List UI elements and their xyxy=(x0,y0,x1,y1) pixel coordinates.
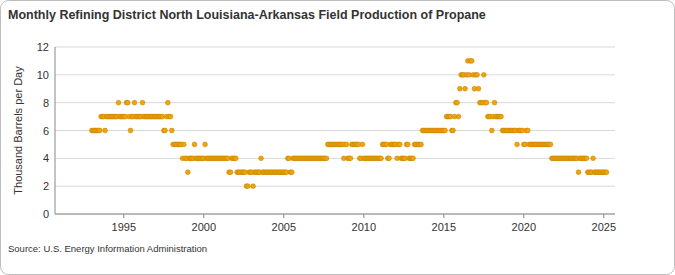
point xyxy=(168,114,173,119)
point xyxy=(165,100,170,105)
grid-line xyxy=(55,74,615,75)
point xyxy=(515,142,520,147)
grid-line xyxy=(55,47,615,48)
point xyxy=(387,156,392,161)
x-tick-label: 2010 xyxy=(352,221,376,233)
x-tick xyxy=(123,214,124,218)
point xyxy=(169,128,174,133)
point xyxy=(228,170,233,175)
x-tick-label: 2015 xyxy=(432,221,456,233)
point xyxy=(469,59,474,64)
point xyxy=(481,72,486,77)
point xyxy=(463,86,468,91)
point xyxy=(185,170,190,175)
point xyxy=(492,100,497,105)
point xyxy=(457,86,462,91)
x-tick xyxy=(443,214,444,218)
y-tick-label: 12 xyxy=(37,41,49,53)
point xyxy=(97,128,102,133)
frame xyxy=(1,1,675,275)
point xyxy=(324,156,329,161)
point xyxy=(455,100,460,105)
x-tick-label: 1995 xyxy=(112,221,136,233)
point xyxy=(251,184,256,189)
point xyxy=(548,142,553,147)
point xyxy=(489,128,494,133)
point xyxy=(451,128,456,133)
y-tick-label: 0 xyxy=(43,208,49,220)
y-tick-label: 2 xyxy=(43,180,49,192)
y-tick-label: 8 xyxy=(43,97,49,109)
point xyxy=(584,156,589,161)
y-tick-label: 4 xyxy=(43,152,49,164)
y-tick-label: 6 xyxy=(43,125,49,137)
grid-line xyxy=(55,102,615,103)
point xyxy=(348,156,353,161)
point xyxy=(181,142,186,147)
points xyxy=(89,59,609,189)
x-tick xyxy=(283,214,284,218)
point xyxy=(499,114,504,119)
point xyxy=(245,184,250,189)
point xyxy=(203,142,208,147)
point xyxy=(604,170,609,175)
point xyxy=(484,100,489,105)
grid-line xyxy=(55,158,615,159)
point xyxy=(443,128,448,133)
grid-line xyxy=(55,186,615,187)
title: Monthly Refining District North Louisian… xyxy=(8,8,486,22)
point xyxy=(411,156,416,161)
x-tick xyxy=(363,214,364,218)
point xyxy=(128,128,133,133)
x-tick-label: 2005 xyxy=(272,221,296,233)
point xyxy=(475,72,480,77)
point xyxy=(525,128,530,133)
point xyxy=(591,156,596,161)
point xyxy=(419,142,424,147)
x-tick xyxy=(603,214,604,218)
point xyxy=(140,100,145,105)
point xyxy=(456,114,461,119)
x-axis xyxy=(55,214,615,215)
x-tick-label: 2000 xyxy=(192,221,216,233)
point xyxy=(163,128,168,133)
point xyxy=(116,100,121,105)
y-axis-label: Thousand Barrels per Day xyxy=(12,66,24,195)
y-tick-label: 10 xyxy=(37,69,49,81)
point xyxy=(379,156,384,161)
source: Source: U.S. Energy Information Administ… xyxy=(8,243,207,254)
point xyxy=(405,142,410,147)
x-tick xyxy=(523,214,524,218)
x-tick-label: 2020 xyxy=(512,221,536,233)
grid-line xyxy=(55,130,615,131)
point xyxy=(476,86,481,91)
point xyxy=(233,156,238,161)
y-axis xyxy=(55,47,56,214)
point xyxy=(289,170,294,175)
point xyxy=(132,100,137,105)
x-tick-label: 2025 xyxy=(592,221,616,233)
point xyxy=(125,100,130,105)
grid-line xyxy=(55,214,615,215)
point xyxy=(576,170,581,175)
point xyxy=(192,142,197,147)
point xyxy=(103,128,108,133)
point xyxy=(259,156,264,161)
point xyxy=(397,142,402,147)
point xyxy=(360,142,365,147)
point xyxy=(344,142,349,147)
x-tick xyxy=(203,214,204,218)
